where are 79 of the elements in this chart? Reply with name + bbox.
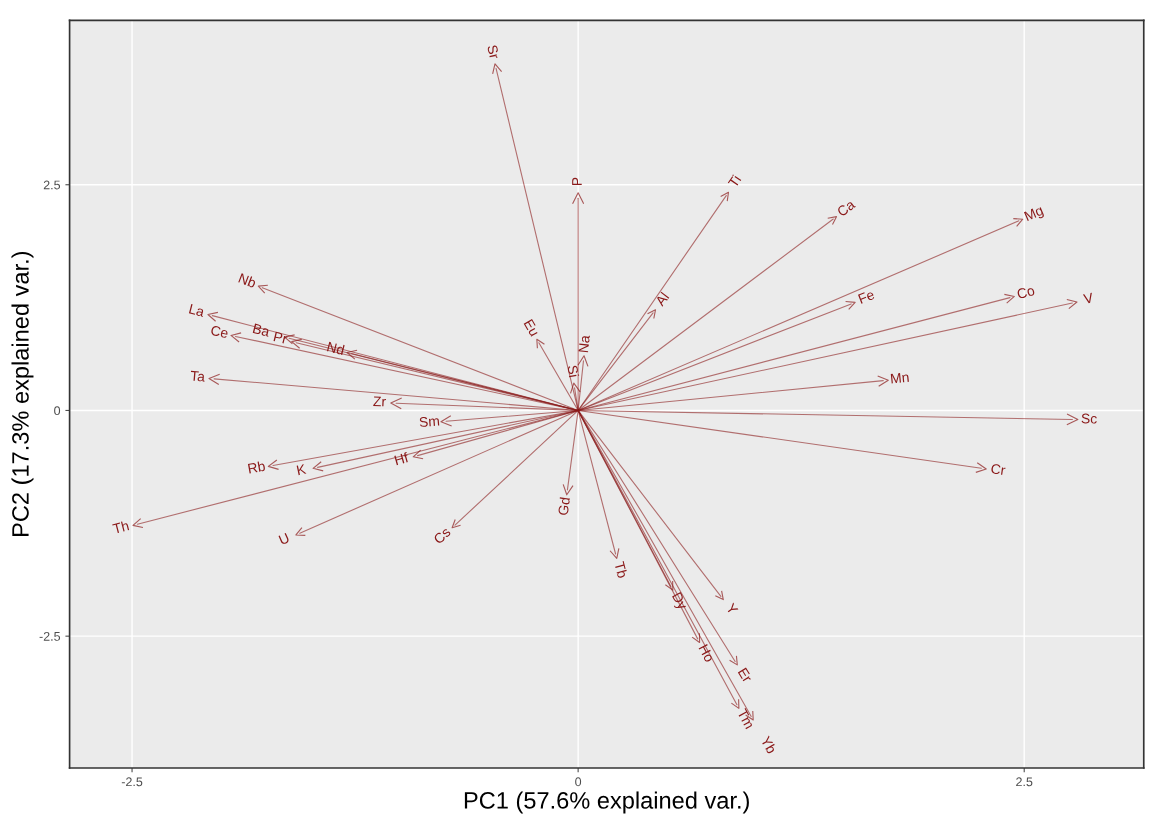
point xyxy=(562,483,574,496)
annotation: La xyxy=(188,304,206,318)
point xyxy=(267,459,280,470)
annotation: Sc xyxy=(1081,413,1097,424)
point xyxy=(609,547,620,559)
annotation: Hf xyxy=(394,452,410,466)
annotation: Na xyxy=(578,334,590,353)
point xyxy=(312,461,324,472)
annotation: Nd xyxy=(326,341,345,356)
annotation: Zr xyxy=(373,396,387,407)
point xyxy=(720,191,730,202)
point xyxy=(1012,218,1024,227)
annotation: Sm xyxy=(419,415,440,428)
annotation: Ho xyxy=(698,644,715,663)
annotation: Ti xyxy=(727,174,742,189)
point xyxy=(230,332,242,343)
annotation: Ce xyxy=(210,325,229,339)
annotation: Mn xyxy=(890,372,909,384)
annotation: Rb xyxy=(247,460,266,474)
annotation: Y xyxy=(725,602,739,616)
annotation: Sr xyxy=(487,44,500,60)
x-tick-label: -2.5 xyxy=(121,777,143,787)
annotation: Tm xyxy=(737,708,755,730)
annotation: Er xyxy=(737,667,753,684)
point xyxy=(440,415,453,427)
annotation: Eu xyxy=(523,318,540,337)
point xyxy=(1066,298,1078,310)
point xyxy=(572,192,585,205)
annotation: Pr xyxy=(273,331,288,344)
annotation: U xyxy=(278,532,290,545)
point xyxy=(390,397,403,410)
point xyxy=(492,63,503,75)
annotation: Nb xyxy=(238,272,257,289)
x-tick-label: 0 xyxy=(575,777,582,787)
point xyxy=(577,355,589,367)
y-tick-label: 0 xyxy=(54,406,61,416)
annotation: K xyxy=(296,464,307,476)
annotation: Fe xyxy=(858,289,875,304)
annotation: Tb xyxy=(614,560,628,579)
point xyxy=(714,590,724,601)
annotation: Ta xyxy=(190,370,206,382)
annotation: Si xyxy=(567,364,580,378)
point xyxy=(346,349,358,360)
annotation: Cs xyxy=(432,526,452,545)
y-tick-label: -2.5 xyxy=(39,631,61,641)
point xyxy=(208,373,221,385)
point xyxy=(827,216,838,226)
annotation: Ba xyxy=(252,323,271,337)
y-tick-label: 2.5 xyxy=(43,180,61,190)
x-tick-label: 2.5 xyxy=(1016,777,1033,787)
annotation: Yb xyxy=(760,735,778,755)
point xyxy=(291,338,303,349)
y-axis-title: PC2 (17.3% explained var.) xyxy=(11,251,34,536)
point xyxy=(877,375,889,387)
point xyxy=(257,284,269,294)
point xyxy=(845,300,856,311)
point xyxy=(730,698,740,709)
annotation: Al xyxy=(654,291,670,307)
point xyxy=(295,527,306,536)
point xyxy=(207,311,219,322)
annotation: Gd xyxy=(557,497,571,516)
annotation: P xyxy=(572,177,582,186)
point xyxy=(664,580,674,591)
x-axis-title: PC1 (57.6% explained var.) xyxy=(464,791,749,814)
point xyxy=(646,309,657,320)
annotation: Dy xyxy=(669,591,688,612)
annotation: Co xyxy=(1016,285,1036,300)
annotation: Cr xyxy=(990,463,1006,476)
annotation: Ca xyxy=(836,198,856,217)
point xyxy=(412,449,424,460)
point xyxy=(132,518,144,529)
annotation: Th xyxy=(112,520,130,534)
point xyxy=(569,382,581,394)
point xyxy=(1066,413,1079,426)
point xyxy=(691,632,701,644)
annotation: V xyxy=(1082,292,1094,304)
point xyxy=(975,462,987,473)
point xyxy=(1003,293,1015,304)
annotation: Mg xyxy=(1024,205,1045,224)
